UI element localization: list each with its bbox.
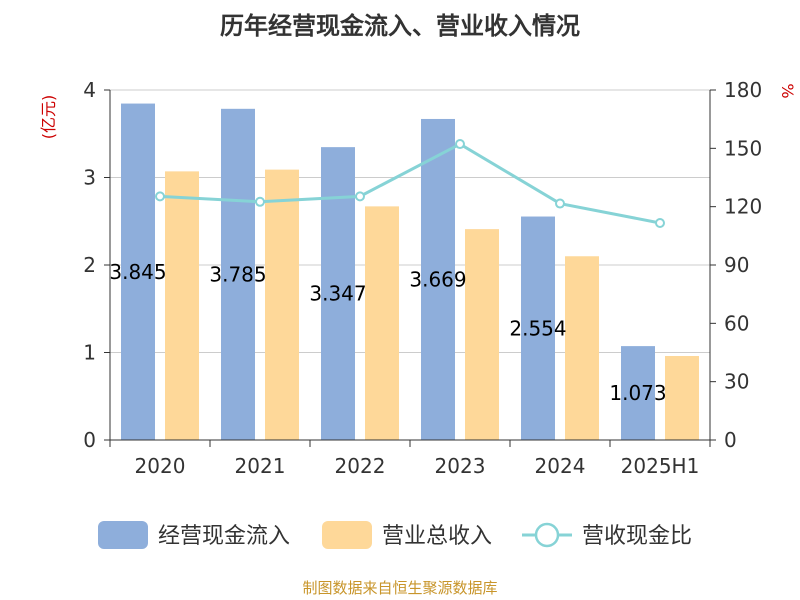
- revenue-bar: [565, 256, 599, 440]
- left-tick-label: 3: [83, 166, 96, 190]
- legend-label: 营收现金比: [582, 524, 692, 549]
- bar-labels: 3.845 3.785 3.347 3.669 2.554 1.073: [109, 260, 666, 405]
- left-axis-unit: (亿元): [39, 95, 58, 140]
- x-tick-label: 2025H1: [621, 454, 700, 478]
- ratio-point: [255, 196, 265, 207]
- x-tick-label: 2020: [135, 454, 186, 478]
- ratio-point: [355, 191, 365, 202]
- cash-inflow-bar: [621, 346, 655, 440]
- cash-inflow-bar: [521, 216, 555, 440]
- x-tick-label: 2021: [235, 454, 286, 478]
- legend-swatch: [98, 521, 148, 549]
- right-tick-label: 180: [724, 78, 762, 102]
- revenue-bar: [265, 169, 299, 440]
- legend-swatch: [322, 521, 372, 549]
- bars: [121, 103, 699, 441]
- revenue-bar: [665, 356, 699, 440]
- cash-inflow-bar: [121, 103, 155, 440]
- cash-inflow-bar: [221, 108, 255, 440]
- left-tick-label: 1: [83, 341, 96, 365]
- right-tick-label: 0: [724, 428, 737, 452]
- ratio-line-path: [159, 142, 661, 225]
- left-tick-label: 4: [83, 78, 96, 102]
- legend: 经营现金流入 营业总收入 营收现金比: [98, 521, 692, 549]
- bar-value-label: 3.785: [209, 262, 266, 286]
- right-tick-label: 30: [724, 370, 749, 394]
- bar-value-label: 2.554: [509, 316, 566, 340]
- revenue-bar: [365, 206, 399, 440]
- ratio-point: [455, 139, 465, 150]
- x-tick-label: 2022: [335, 454, 386, 478]
- bar-value-label: 3.669: [409, 267, 466, 291]
- ratio-point: [555, 198, 565, 209]
- x-tick-label: 2023: [435, 454, 486, 478]
- legend-label: 营业总收入: [382, 524, 492, 549]
- cash-inflow-bar: [421, 118, 455, 441]
- right-tick-label: 60: [724, 311, 749, 335]
- revenue-bar: [165, 171, 199, 440]
- right-axis-unit: %: [778, 83, 797, 98]
- legend-label: 经营现金流入: [158, 524, 290, 549]
- x-tick-label: 2024: [535, 454, 586, 478]
- source-note: 制图数据来自恒生聚源数据库: [302, 579, 497, 597]
- bar-value-label: 3.347: [309, 282, 366, 306]
- chart-title: 历年经营现金流入、营业收入情况: [220, 12, 580, 40]
- bar-value-label: 3.845: [109, 260, 166, 284]
- grid-lines: [110, 89, 710, 353]
- legend-cash-inflow: 经营现金流入: [98, 521, 290, 549]
- bar-value-label: 1.073: [609, 381, 666, 405]
- legend-ratio: 营收现金比: [522, 522, 692, 549]
- legend-marker: [534, 522, 560, 548]
- ratio-point: [155, 191, 165, 202]
- revenue-bar: [465, 229, 499, 440]
- right-tick-label: 90: [724, 253, 749, 277]
- right-tick-label: 150: [724, 136, 762, 160]
- right-tick-label: 120: [724, 195, 762, 219]
- ratio-line: [155, 139, 665, 228]
- legend-revenue: 营业总收入: [322, 521, 492, 549]
- left-tick-label: 2: [83, 253, 96, 277]
- left-tick-label: 0: [83, 428, 96, 452]
- ratio-point: [655, 218, 665, 228]
- axes: 0 1 2 3 4 0 30 60 90 120 150 180 2020 2021 2022 2023 202…: [83, 78, 762, 478]
